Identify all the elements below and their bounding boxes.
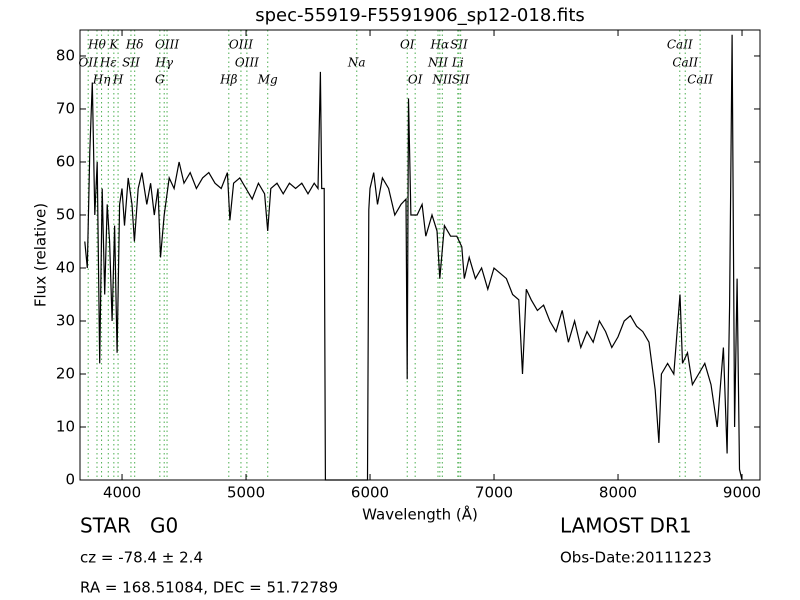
y-tick-label: 70 (56, 99, 75, 117)
spectral-line-label: G (155, 73, 165, 87)
spectral-line-label: OIII (229, 38, 253, 52)
spectral-line-label: SII (450, 38, 468, 52)
y-tick-label: 30 (56, 311, 75, 329)
spectral-line-label: K (108, 38, 119, 52)
spectrum-line (84, 34, 743, 481)
redshift: cz = -78.4 ± 2.4 (80, 549, 203, 567)
y-tick-label: 10 (56, 417, 75, 435)
spectral-line-label: Mg (257, 73, 278, 87)
spectral-line-label: SII (122, 56, 140, 70)
y-tick-label: 20 (56, 364, 75, 382)
y-tick-label: 0 (65, 471, 75, 489)
coordinates: RA = 168.51084, DEC = 51.72789 (80, 579, 338, 597)
spectral-line-label: Hε (99, 56, 117, 70)
spectral-line-label: NII (431, 73, 452, 87)
spectral-line-label: CaII (667, 38, 693, 52)
y-axis-label: Flux (relative) (32, 203, 50, 307)
spectral-line-label: OII (79, 56, 99, 70)
x-tick-label: 4000 (103, 484, 141, 502)
spectral-line-label: Hθ (87, 38, 106, 52)
object-class: STAR G0 (80, 514, 178, 538)
x-axis-label: Wavelength (Å) (362, 505, 478, 524)
spectral-line-label: Li (451, 56, 464, 70)
spectral-line-label: CaII (672, 56, 698, 70)
y-tick-label: 60 (56, 152, 75, 170)
plot-frame (79, 29, 761, 481)
spectral-line-label: CaII (687, 73, 713, 87)
y-tick-label: 80 (56, 46, 75, 64)
x-tick-label: 8000 (599, 484, 637, 502)
spectral-line-label: OIII (155, 38, 179, 52)
spectral-line-label: Hδ (125, 38, 144, 52)
spectral-line-label: Hη (92, 73, 111, 87)
x-tick-label: 5000 (227, 484, 265, 502)
obs-date: Obs-Date:20111223 (560, 549, 712, 567)
survey: LAMOST DR1 (560, 514, 692, 538)
x-tick-label: 9000 (723, 484, 761, 502)
spectral-line-label: Na (347, 56, 366, 70)
spectral-line-label: SII (452, 73, 470, 87)
x-tick-label: 6000 (351, 484, 389, 502)
spectral-line-label: Hγ (154, 56, 173, 70)
spectral-line-label: OI (400, 38, 415, 52)
y-tick-label: 50 (56, 205, 75, 223)
spectral-line-label: OI (408, 73, 423, 87)
spectral-line-label: Hα (430, 38, 450, 52)
spectral-line-label: Hβ (219, 73, 237, 87)
y-tick-label: 40 (56, 258, 75, 276)
chart-title: spec-55919-F5591906_sp12-018.fits (255, 5, 585, 26)
x-tick-label: 7000 (475, 484, 513, 502)
spectral-line-label: NII (427, 56, 448, 70)
spectral-line-label: OIII (235, 56, 259, 70)
spectral-line-label: H (112, 73, 124, 87)
